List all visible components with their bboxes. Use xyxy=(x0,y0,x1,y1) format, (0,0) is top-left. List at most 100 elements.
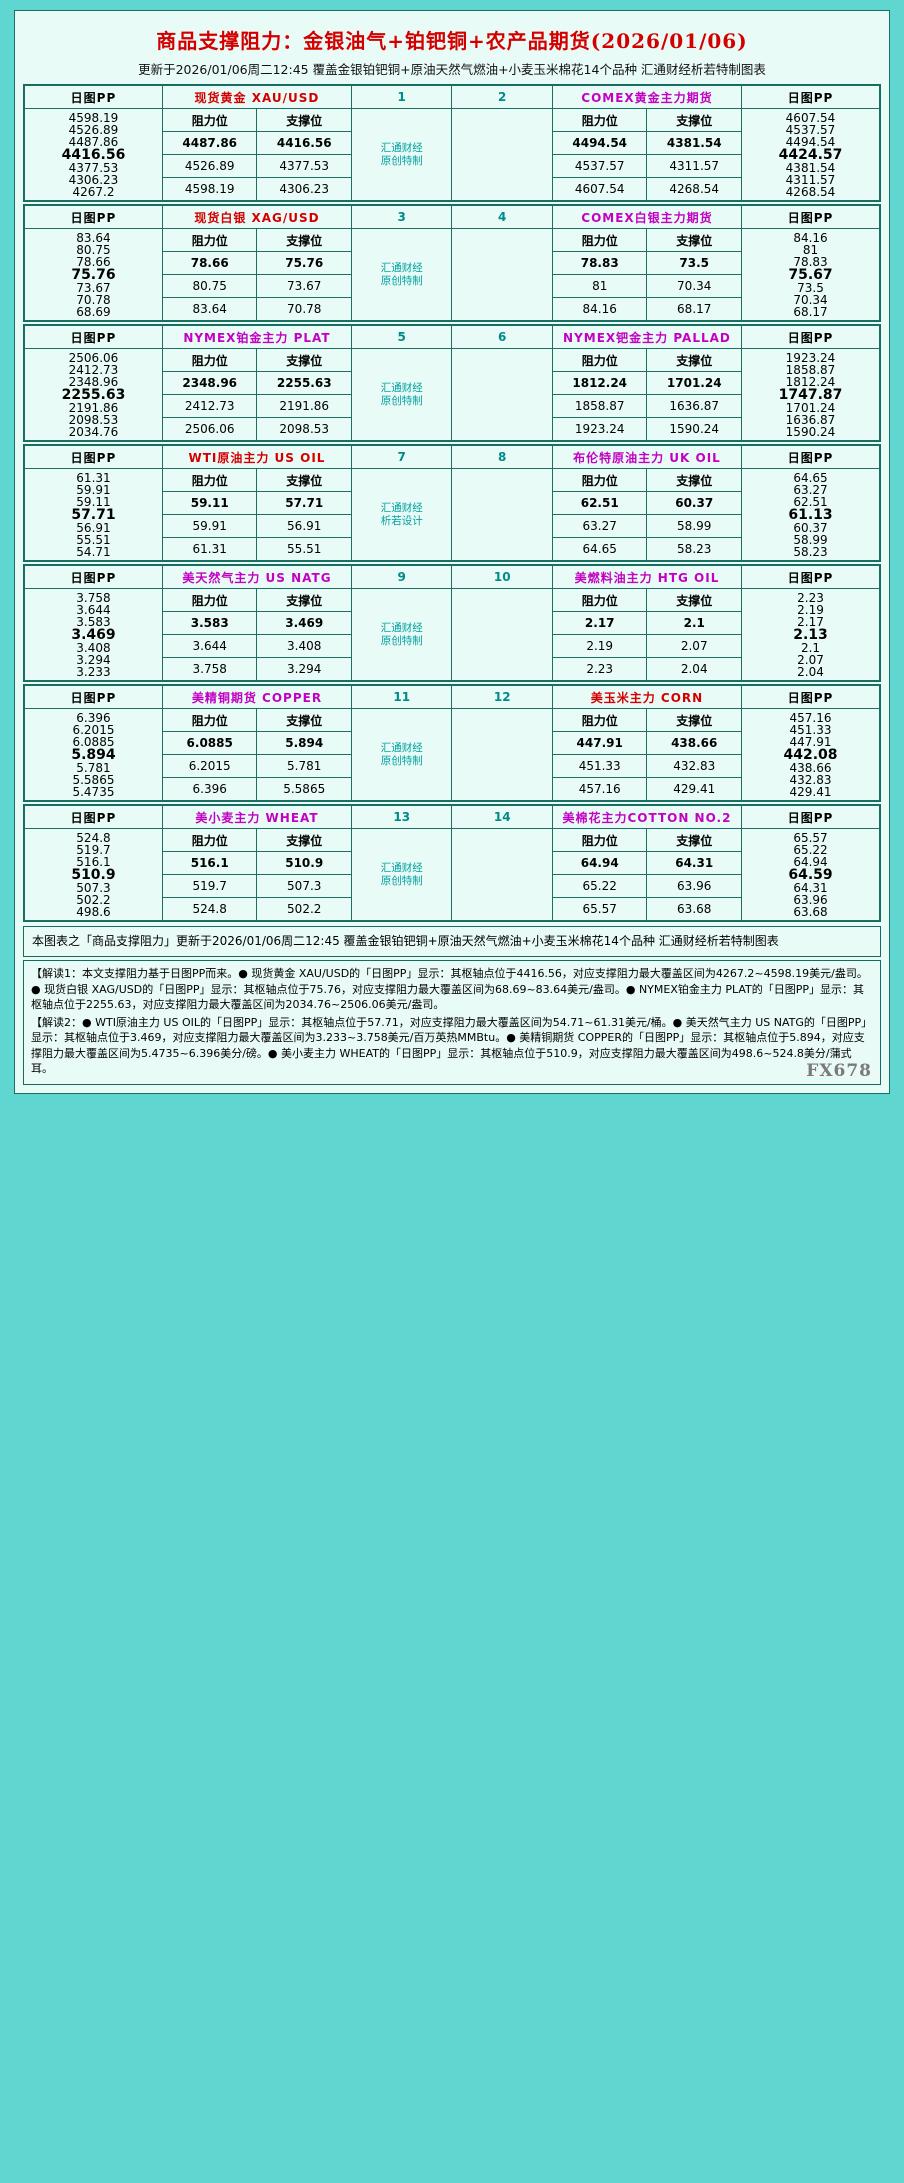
support-value-left: 4306.23 xyxy=(256,177,352,201)
support-value-right: 63.96 xyxy=(646,874,742,898)
pivot-column-right: 2.23 2.19 2.17 2.13 2.1 2.07 2.04 xyxy=(740,588,881,681)
resistance-header-right: 阻力位 xyxy=(551,228,648,252)
support-value-right: 4268.54 xyxy=(646,177,742,201)
pivot-value: 4268.54 xyxy=(785,184,836,199)
pivot-value: 73.67 xyxy=(76,280,111,295)
brand-watermark: FX678 xyxy=(806,1061,872,1081)
watermark-cell: 汇通财经 析若设计 xyxy=(350,468,453,561)
pivot-value: 5.894 xyxy=(71,746,116,763)
pivot-value: 3.233 xyxy=(76,664,111,679)
pivot-value: 5.5865 xyxy=(72,772,115,787)
watermark-text: 汇通财经 原创特制 xyxy=(380,261,423,287)
pivot-value: 63.68 xyxy=(793,904,828,919)
resistance-header-left: 阻力位 xyxy=(161,708,258,732)
watermark-cell: 汇通财经 原创特制 xyxy=(350,108,453,201)
level-row: 2506.06 2098.53 1923.24 1590.24 xyxy=(25,417,880,441)
pivot-value: 56.91 xyxy=(76,520,111,535)
watermark-text: 汇通财经 原创特制 xyxy=(380,381,423,407)
pivot-value: 2506.06 xyxy=(68,350,119,365)
resistance-value-right: 4537.57 xyxy=(551,154,648,178)
index-number-left: 1 xyxy=(350,85,453,109)
level-row: 4487.86 4416.56 4494.54 4381.54 xyxy=(25,131,880,155)
instrument-block: 日图PP 美小麦主力 WHEAT 13 14 美棉花主力COTTON NO.2 日图PP 5… xyxy=(23,804,881,922)
pivot-value: 4267.2 xyxy=(72,184,115,199)
level-row: 4598.19 4306.23 4607.54 4268.54 xyxy=(25,177,880,201)
pivot-column-left: 61.31 59.91 59.11 57.71 56.91 55.51 54.71 xyxy=(24,468,163,561)
watermark-text: 汇通财经 原创特制 xyxy=(380,861,423,887)
pivot-value: 55.51 xyxy=(76,532,111,547)
pivot-value: 75.76 xyxy=(71,266,116,283)
pivot-value: 80.75 xyxy=(76,242,111,257)
resistance-value-right: 65.22 xyxy=(551,874,648,898)
pivot-value: 61.31 xyxy=(76,470,111,485)
resistance-value-right: 78.83 xyxy=(551,251,648,275)
note-2: 【解读2：● WTI原油主力 US OIL的「日图PP」显示：其枢轴点位于57.… xyxy=(31,1015,873,1076)
resistance-value-right: 4607.54 xyxy=(551,177,648,201)
resistance-value-left: 2506.06 xyxy=(161,417,258,441)
support-value-left: 2191.86 xyxy=(256,394,352,418)
pivot-value: 54.71 xyxy=(76,544,111,559)
resistance-header-right: 阻力位 xyxy=(551,108,648,132)
support-value-right: 4381.54 xyxy=(646,131,742,155)
watermark-spacer xyxy=(451,588,553,681)
pivot-value: 81 xyxy=(802,242,819,257)
pivot-value: 3.583 xyxy=(76,614,111,629)
resistance-value-right: 65.57 xyxy=(551,897,648,921)
watermark-spacer xyxy=(451,708,553,801)
resistance-header-right: 阻力位 xyxy=(551,828,648,852)
resistance-value-left: 4487.86 xyxy=(161,131,258,155)
pivot-value: 1812.24 xyxy=(785,374,836,389)
level-row: 524.8 502.2 65.57 63.68 xyxy=(25,897,880,921)
pivot-value: 58.23 xyxy=(793,544,828,559)
instrument-name-right: COMEX白银主力期货 xyxy=(551,205,742,229)
pivot-value: 57.71 xyxy=(71,506,116,523)
pivot-value: 524.8 xyxy=(76,830,111,845)
pivot-value: 2.07 xyxy=(797,652,824,667)
watermark-cell: 汇通财经 原创特制 xyxy=(350,348,453,441)
notes-section: 【解读1：本文支撑阻力基于日图PP而来。● 现货黄金 XAU/USD的「日图PP… xyxy=(23,960,881,1085)
support-value-right: 432.83 xyxy=(646,754,742,778)
resistance-value-right: 2.17 xyxy=(551,611,648,635)
resistance-value-left: 4598.19 xyxy=(161,177,258,201)
pivot-value: 438.66 xyxy=(789,760,832,775)
support-header-left: 支撑位 xyxy=(256,468,352,492)
pivot-value: 84.16 xyxy=(793,230,828,245)
support-value-left: 75.76 xyxy=(256,251,352,275)
watermark-cell: 汇通财经 原创特制 xyxy=(350,588,453,681)
watermark-spacer xyxy=(451,828,553,921)
index-number-right: 14 xyxy=(451,805,553,829)
pivot-column: 524.8 519.7 516.1 510.9 507.3 502.2 498.6 xyxy=(25,832,162,918)
pivot-value: 6.2015 xyxy=(72,722,115,737)
pivot-value: 68.69 xyxy=(76,304,111,319)
support-value-left: 502.2 xyxy=(256,897,352,921)
instrument-name-right: 美棉花主力COTTON NO.2 xyxy=(551,805,742,829)
pivot-column: 3.758 3.644 3.583 3.469 3.408 3.294 3.233 xyxy=(25,592,162,678)
pivot-value: 68.17 xyxy=(793,304,828,319)
pivot-column: 64.65 63.27 62.51 61.13 60.37 58.99 58.23 xyxy=(742,472,879,558)
pivot-value: 59.11 xyxy=(76,494,111,509)
support-value-left: 5.781 xyxy=(256,754,352,778)
instrument-block: 日图PP WTI原油主力 US OIL 7 8 布伦特原油主力 UK OIL 日图PP 61… xyxy=(23,444,881,562)
support-value-right: 63.68 xyxy=(646,897,742,921)
pivot-value: 5.781 xyxy=(76,760,111,775)
pivot-column: 6.396 6.2015 6.0885 5.894 5.781 5.5865 5.4735 xyxy=(25,712,162,798)
support-value-right: 1701.24 xyxy=(646,371,742,395)
resistance-header-right: 阻力位 xyxy=(551,348,648,372)
support-header-right: 支撑位 xyxy=(646,828,742,852)
level-row: 3.644 3.408 2.19 2.07 xyxy=(25,634,880,658)
level-row: 3.758 3.294 2.23 2.04 xyxy=(25,657,880,681)
resistance-value-left: 59.11 xyxy=(161,491,258,515)
pivot-value: 62.51 xyxy=(793,494,828,509)
pp-header-right: 日图PP xyxy=(740,85,881,109)
resistance-value-right: 457.16 xyxy=(551,777,648,801)
pivot-value: 2348.96 xyxy=(68,374,119,389)
pivot-value: 451.33 xyxy=(789,722,832,737)
resistance-value-right: 1923.24 xyxy=(551,417,648,441)
pivot-value: 4311.57 xyxy=(785,172,836,187)
watermark-text: 汇通财经 原创特制 xyxy=(380,141,423,167)
pivot-value: 2412.73 xyxy=(68,362,119,377)
pivot-value: 2.13 xyxy=(793,626,828,643)
pivot-value: 3.469 xyxy=(71,626,116,643)
support-header-right: 支撑位 xyxy=(646,108,742,132)
level-row: 59.91 56.91 63.27 58.99 xyxy=(25,514,880,538)
